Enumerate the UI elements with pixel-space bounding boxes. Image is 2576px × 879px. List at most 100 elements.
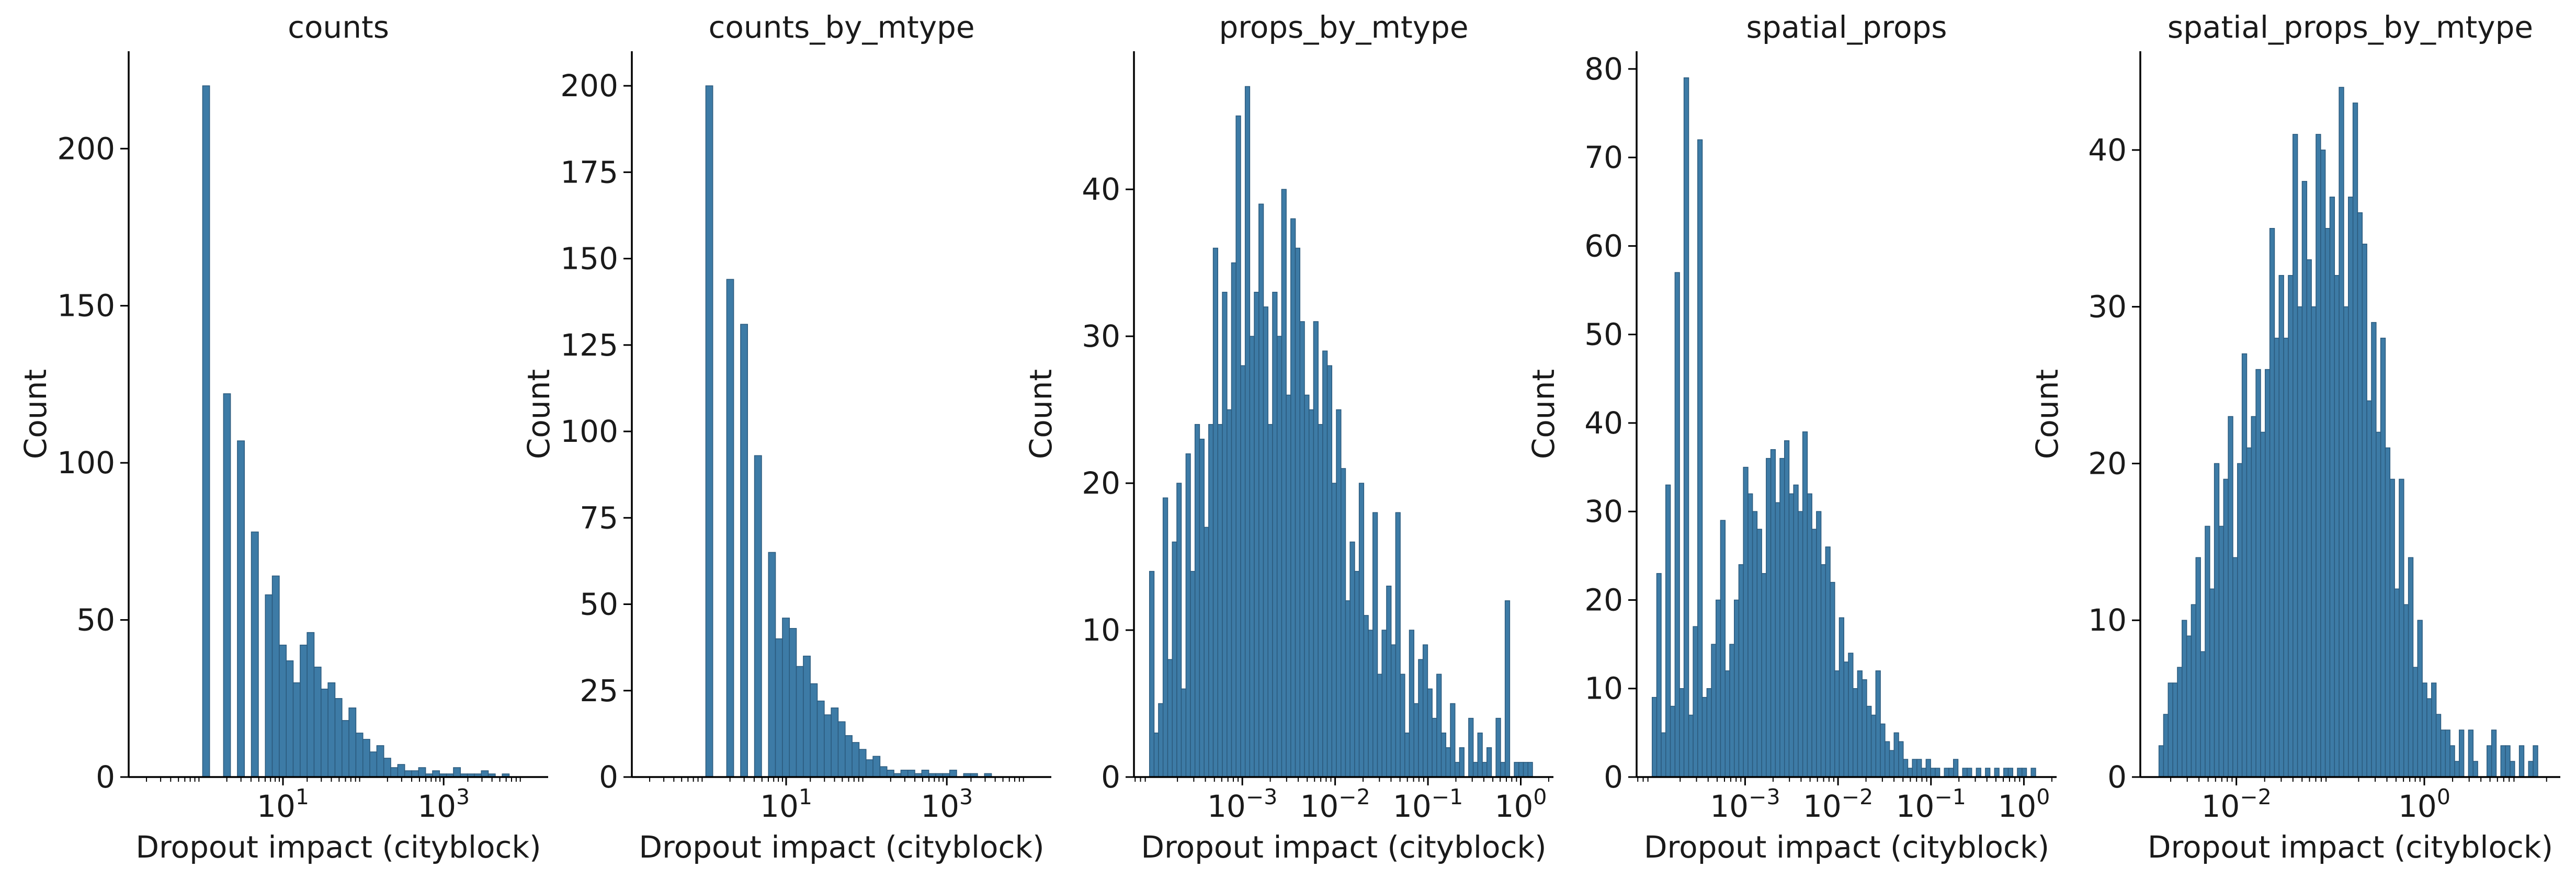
histogram-bar [1349,541,1355,778]
histogram-bar [1825,546,1831,778]
histogram-bar [1363,615,1369,778]
histogram-bar [1235,115,1241,778]
histogram-bar [1948,768,1954,778]
histogram-bar [1331,483,1337,778]
histogram-bar [1898,741,1904,778]
histogram-bar [390,767,399,778]
y-tick-label: 200 [57,131,115,166]
histogram-bar [1276,336,1283,778]
histogram-bar [2399,478,2404,778]
histogram-bar [1770,449,1776,778]
histogram-bar [1413,703,1419,778]
histogram-bar [1185,453,1191,778]
chart-title: spatial_props_by_mtype [2168,9,2533,45]
y-tick-label: 0 [599,759,618,795]
histogram-bar [2518,745,2525,778]
histogram-bar [1354,570,1360,778]
histogram-bar [1843,661,1849,778]
y-axis-label: Count [521,369,557,459]
histogram-bar [1834,670,1840,778]
histogram-bar [1450,703,1456,778]
histogram-bar [1409,630,1414,778]
histogram-bar [796,666,804,778]
histogram-bar [2316,134,2321,778]
histogram-bar [1181,688,1187,778]
histogram-bar [2251,416,2256,778]
histogram-bar [2408,557,2414,778]
y-axis-label: Count [1023,369,1059,459]
histogram-bar [1514,762,1519,778]
histogram-bar [2352,102,2358,778]
histogram-bar [1788,493,1794,778]
histogram-bar [1322,350,1328,778]
histogram-bar [453,767,461,778]
histogram-bar [1231,262,1236,778]
bars [2158,87,2538,778]
x-axis-label: Dropout impact (cityblock) [1141,829,1546,865]
histogram-bar [2459,729,2465,778]
histogram-bar [1304,394,1310,778]
histogram-bar [2431,682,2437,778]
histogram-bar [1368,630,1374,778]
histogram-bar [1162,497,1168,778]
histogram-bar [1930,768,1936,778]
histogram-bar [265,594,273,778]
histogram-bar [2324,228,2331,778]
histogram-bar [1807,493,1812,778]
histogram-bar [1527,762,1533,778]
histogram-bar [1381,630,1387,778]
histogram-bar [2021,768,2027,778]
histogram-bar [1418,659,1424,778]
histogram-bar [845,735,853,778]
histogram-bar [1784,440,1790,778]
histogram-bar [1208,424,1214,778]
histogram-bar [1336,409,1342,778]
histogram-bar [1358,483,1365,778]
histogram-bar [1153,732,1159,778]
histogram-bar [2394,588,2400,778]
histogram-bar [251,531,259,778]
histogram-bar [376,745,384,778]
histogram-bar [2283,337,2289,778]
histogram-bar [2214,463,2220,778]
histogram-bar [1468,717,1474,778]
histogram-bar [872,756,881,778]
histogram-bar [1994,768,2000,778]
x-tick-label: 100 [1495,784,1547,824]
histogram-bar [949,770,957,778]
y-tick-label: 40 [1082,172,1120,207]
histogram-bar [837,721,846,778]
histogram-bar [1885,741,1890,778]
histogram-bar [1752,511,1758,778]
histogram-bar [816,700,825,778]
histogram-bar [2182,620,2187,778]
y-tick-label: 50 [580,587,618,622]
histogram-bar [1149,570,1155,778]
histogram-bar [1711,644,1717,778]
histogram-bar [2297,306,2303,778]
histogram-bar [369,751,378,778]
y-tick-label: 30 [2088,289,2127,325]
histogram-bar [1756,529,1762,778]
histogram-bar [1313,321,1319,778]
histogram-bar [852,742,860,778]
histogram-bar [1798,511,1803,778]
histogram-bar [1766,458,1772,778]
histogram-bar [2487,745,2492,778]
histogram-bar [1862,679,1867,778]
histogram-bar [2163,714,2169,778]
histogram-bar [1518,762,1524,778]
histogram-bar [1204,527,1209,778]
y-tick-label: 10 [1584,671,1623,706]
panel-4: 0 10 20 30 40 50 60 70 80 10−3 10−2 10−1 100 spatial_… [1526,9,2057,865]
histogram-bar [2385,447,2391,778]
x-axis-label: Dropout impact (cityblock) [2148,829,2553,865]
histogram-bar [355,733,364,778]
histogram-bar [1427,688,1433,778]
histogram-bar [2186,635,2192,778]
histogram-bar [1747,493,1753,778]
histogram-bar [858,749,867,778]
histogram-bar [1848,653,1854,778]
x-axis-label: Dropout impact (cityblock) [135,829,541,865]
bars [705,85,992,778]
